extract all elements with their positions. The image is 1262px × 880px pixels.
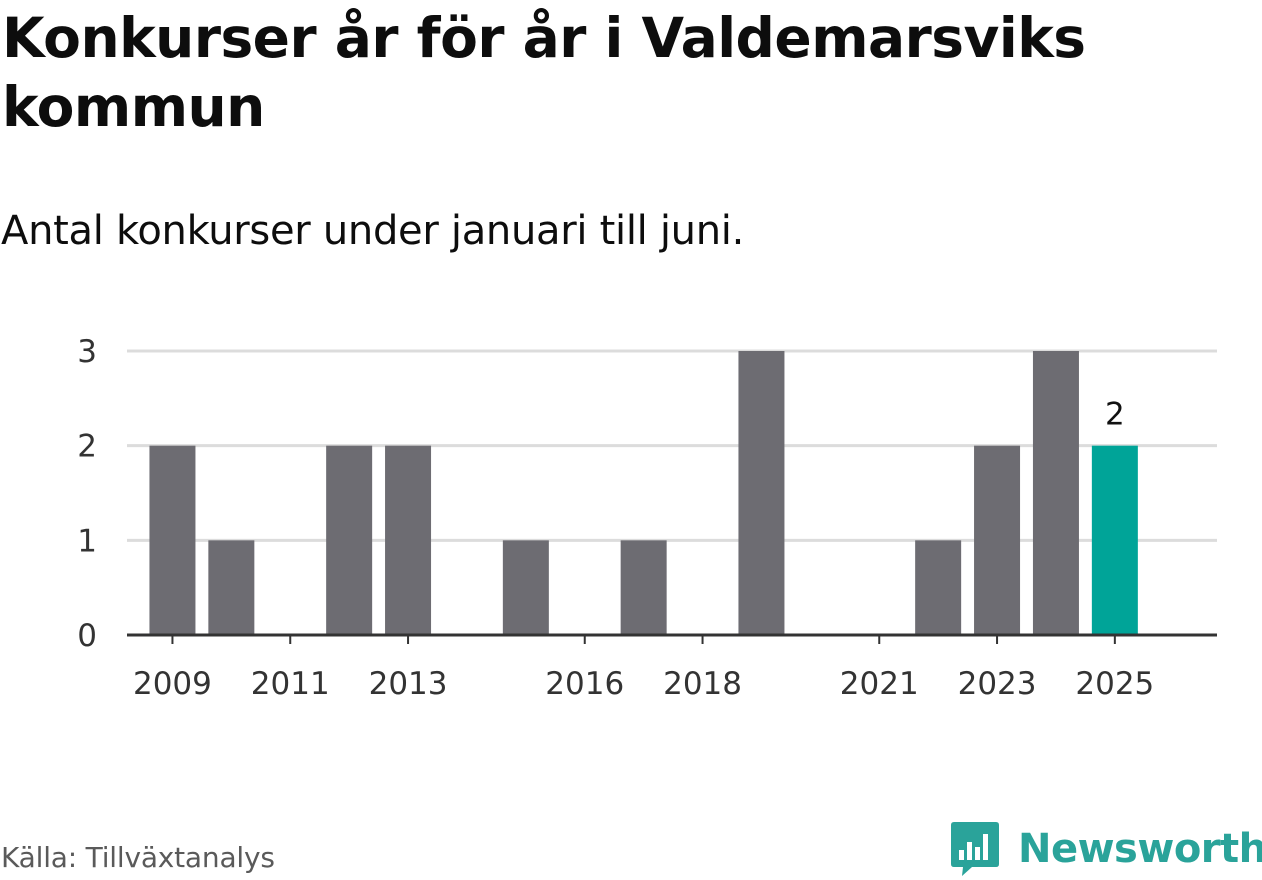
bar-2024 [1032,351,1079,635]
bar-chart: 0 1 2 3 2009 2011 2013 2016 2018 2021 2023 2025 2 [77,334,1217,702]
chart-title: Konkurser år för år i Valdemarsviks komm… [2,6,1086,139]
y-tick-label: 1 [77,523,97,559]
chart-subtitle: Antal konkurser under januari till juni. [1,208,745,254]
newsworthy-logo-icon [951,822,999,876]
x-tick-label: 2016 [545,666,624,702]
bar-2010 [208,540,255,635]
bar-2019 [738,351,785,635]
brand-name: Newsworthy [1018,826,1262,872]
y-tick-label: 0 [77,618,97,654]
axes [127,633,1217,644]
x-tick-label: 2025 [1075,666,1154,702]
bar-2015 [502,540,549,635]
bar-2025 [1091,445,1138,635]
y-tick-label: 2 [77,429,97,465]
bar-2012 [326,445,373,635]
bar-2017 [620,540,667,635]
labels: 0 1 2 3 2009 2011 2013 2016 2018 2021 2023 2025 2 [77,334,1154,702]
x-tick-label: 2009 [133,666,212,702]
data-label-2025: 2 [1105,397,1125,433]
bars [149,351,1138,635]
x-tick-label: 2011 [251,666,330,702]
bar-2013 [385,445,432,635]
x-tick-label: 2023 [958,666,1037,702]
x-tick-label: 2018 [663,666,742,702]
source-note: Källa: Tillväxtanalys [1,841,275,874]
y-tick-label: 3 [77,334,97,370]
brand-logo: Newsworthy [950,818,1262,880]
bar-2023 [974,445,1021,635]
bar-2022 [915,540,962,635]
x-tick-label: 2013 [369,666,448,702]
x-tick-label: 2021 [840,666,919,702]
bar-2009 [149,445,196,635]
